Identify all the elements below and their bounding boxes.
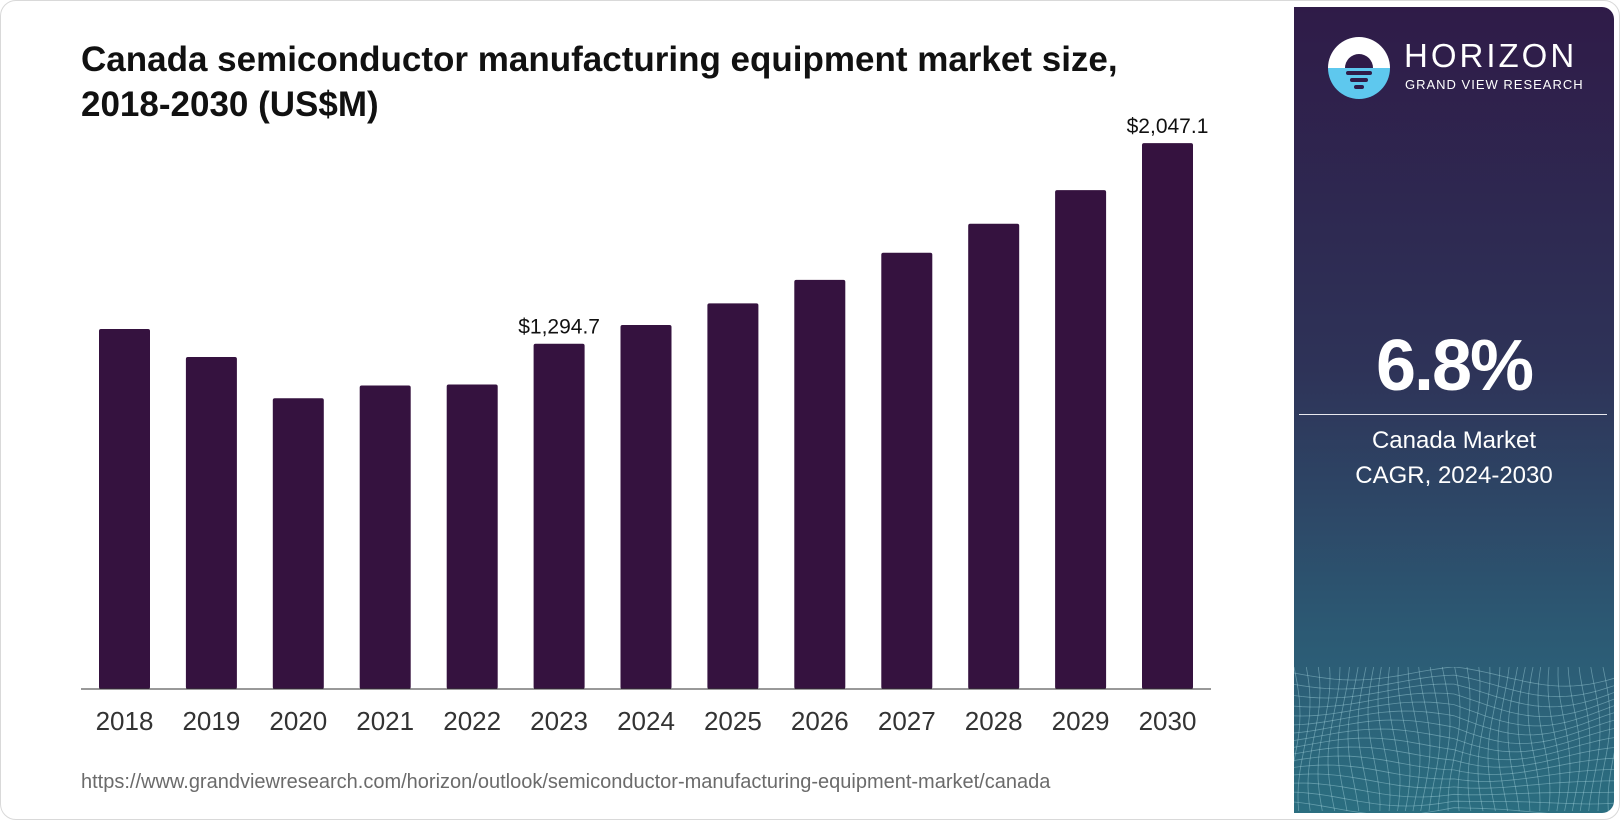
mesh-line xyxy=(1357,667,1371,812)
mesh-line xyxy=(1294,782,1614,798)
x-tick-label-2024: 2024 xyxy=(617,706,675,736)
mesh-line xyxy=(1477,667,1491,812)
mesh-line xyxy=(1294,667,1614,687)
mesh-line xyxy=(1294,801,1549,813)
mesh-line xyxy=(1294,746,1614,768)
decorative-mesh xyxy=(1294,667,1614,813)
mesh-line xyxy=(1588,667,1601,812)
mesh-line xyxy=(1387,667,1401,812)
x-tick-label-2026: 2026 xyxy=(791,706,849,736)
sidebar-panel: HORIZON GRAND VIEW RESEARCH 6.8% Canada … xyxy=(1294,7,1614,813)
horizon-sunrise-icon xyxy=(1328,37,1390,99)
mesh-line xyxy=(1294,710,1614,736)
mesh-line xyxy=(1607,751,1614,812)
mesh-line xyxy=(1487,667,1501,812)
bar-2021 xyxy=(359,385,411,689)
cagr-divider xyxy=(1299,414,1607,415)
mesh-line xyxy=(1507,667,1520,812)
bar-2030 xyxy=(1142,143,1193,690)
x-tick-label-2025: 2025 xyxy=(704,706,762,736)
mesh-line xyxy=(1447,667,1461,812)
bar-2027 xyxy=(881,252,933,689)
mesh-line xyxy=(1307,667,1321,812)
mesh-line xyxy=(1547,667,1561,812)
mesh-line xyxy=(1457,667,1471,812)
mesh-line xyxy=(1418,667,1431,812)
mesh-line xyxy=(1294,683,1614,708)
mesh-line xyxy=(1367,667,1381,812)
mesh-line xyxy=(1317,667,1331,812)
bar-chart: $1,294.7 $2,047.1 2018 2019 2020 2021 2022 202… xyxy=(81,115,1211,736)
brand-logo: HORIZON GRAND VIEW RESEARCH xyxy=(1328,31,1598,101)
x-tick-label-2021: 2021 xyxy=(356,706,414,736)
data-labels-group: $1,294.7 $2,047.1 xyxy=(518,115,1208,339)
mesh-line xyxy=(1567,667,1581,812)
mesh-line xyxy=(1467,667,1481,812)
bar-2029 xyxy=(1055,190,1107,689)
mesh-line xyxy=(1428,667,1441,812)
x-tick-label-2020: 2020 xyxy=(269,706,327,736)
mesh-line xyxy=(1294,674,1614,698)
cagr-value: 6.8% xyxy=(1375,326,1534,406)
brand-name: HORIZON xyxy=(1404,37,1578,74)
x-tick-label-2018: 2018 xyxy=(96,706,154,736)
mesh-line xyxy=(1337,667,1350,812)
bar-2028 xyxy=(968,223,1020,689)
bars-group xyxy=(99,143,1193,690)
bar-2024 xyxy=(620,325,672,689)
mesh-line xyxy=(1497,667,1510,812)
x-tick-label-2027: 2027 xyxy=(878,706,936,736)
bar-2020 xyxy=(272,398,324,689)
bar-2026 xyxy=(794,279,846,689)
mesh-line xyxy=(1347,667,1360,812)
mesh-line xyxy=(1294,755,1614,775)
mesh-line xyxy=(1297,667,1311,812)
mesh-line xyxy=(1294,692,1614,718)
brand-subtitle: GRAND VIEW RESEARCH xyxy=(1405,77,1584,92)
mesh-line xyxy=(1294,764,1614,782)
mesh-line xyxy=(1294,737,1614,761)
bar-2019 xyxy=(185,357,237,689)
bar-2025 xyxy=(707,303,759,689)
mesh-line xyxy=(1397,667,1411,812)
mesh-line xyxy=(1597,667,1611,812)
cagr-label-line1: Canada Market xyxy=(1371,427,1537,454)
x-tick-label-2029: 2029 xyxy=(1052,706,1110,736)
bar-2022 xyxy=(446,384,498,689)
x-tick-label-2030: 2030 xyxy=(1139,706,1197,736)
source-url[interactable]: https://www.grandviewresearch.com/horizo… xyxy=(81,771,1051,793)
mesh-line xyxy=(1294,719,1614,744)
x-tick-label-2019: 2019 xyxy=(182,706,240,736)
chart-title: Canada semiconductor manufacturing equip… xyxy=(81,40,1118,124)
mesh-line xyxy=(1578,667,1591,812)
x-tick-label-2028: 2028 xyxy=(965,706,1023,736)
data-label-2030: $2,047.1 xyxy=(1127,115,1209,138)
x-tick-label-2023: 2023 xyxy=(530,706,588,736)
mesh-line xyxy=(1377,667,1391,812)
x-tick-labels-group: 2018 2019 2020 2021 2022 2023 2024 2025 2026 2027… xyxy=(96,706,1197,736)
mesh-line xyxy=(1527,667,1541,812)
mesh-line xyxy=(1294,728,1614,753)
mesh-line xyxy=(1517,667,1531,812)
mesh-line xyxy=(1327,667,1341,812)
mesh-line xyxy=(1537,667,1551,812)
cagr-label-line2: CAGR, 2024-2030 xyxy=(1355,462,1553,489)
bar-2018 xyxy=(99,329,150,689)
mesh-line xyxy=(1437,667,1451,812)
mesh-line xyxy=(1557,667,1571,812)
x-tick-label-2022: 2022 xyxy=(443,706,501,736)
cagr-label: Canada Market CAGR, 2024-2030 xyxy=(1294,423,1614,493)
mesh-line xyxy=(1294,773,1614,789)
mesh-line xyxy=(1407,667,1421,812)
mesh-line xyxy=(1294,791,1614,807)
mesh-line xyxy=(1294,701,1614,727)
data-label-2023: $1,294.7 xyxy=(518,316,600,339)
mesh-line xyxy=(1294,667,1301,764)
bar-2023 xyxy=(533,343,585,689)
